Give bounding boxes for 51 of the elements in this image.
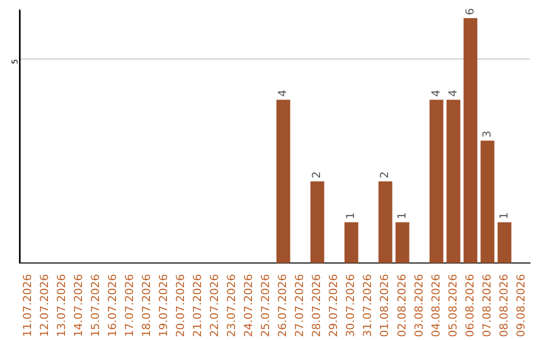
x-tick-label: 24.07.2026: [242, 274, 256, 338]
x-tick-label: 15.07.2026: [89, 274, 102, 338]
x-tick-label: 05.08.2026: [446, 274, 460, 338]
x-tick-label: 27.07.2026: [293, 274, 306, 338]
x-tick-label: 07.08.2026: [480, 274, 494, 338]
data-label: 1: [395, 212, 408, 220]
y-tick-label: 5: [10, 58, 20, 64]
bar: [446, 100, 460, 264]
data-label: 3: [480, 130, 494, 138]
x-tick-label: 18.07.2026: [140, 274, 154, 338]
bar: [430, 100, 444, 264]
x-tick-label: 25.07.2026: [259, 274, 272, 338]
x-tick-label: 06.08.2026: [463, 274, 476, 338]
x-tick-label: 01.08.2026: [378, 274, 392, 338]
x-tick-label: 29.07.2026: [327, 274, 340, 338]
x-tick-label: 14.07.2026: [72, 274, 86, 338]
bar: [480, 140, 494, 264]
x-tick-label: 31.07.2026: [361, 274, 374, 338]
data-label: 4: [276, 90, 290, 97]
x-tick-label: 13.07.2026: [54, 274, 68, 338]
bar: [310, 181, 324, 264]
x-tick-label: 21.07.2026: [191, 274, 204, 338]
data-label: 4: [446, 90, 460, 97]
data-label: 2: [378, 171, 392, 178]
x-tick-label: 08.08.2026: [497, 274, 510, 338]
x-tick-label: 19.07.2026: [157, 274, 170, 338]
bar: [464, 18, 478, 264]
x-tick-label: 28.07.2026: [310, 274, 324, 338]
x-tick-label: 17.07.2026: [123, 274, 136, 338]
x-tick-label: 22.07.2026: [208, 274, 222, 338]
bar: [276, 100, 290, 264]
data-label: 1: [344, 212, 358, 220]
bar: [344, 222, 358, 264]
x-tick-label: 30.07.2026: [344, 274, 358, 338]
data-label: 4: [429, 90, 442, 97]
bar: [498, 222, 512, 264]
x-tick-label: 02.08.2026: [395, 274, 408, 338]
x-tick-label: 12.07.2026: [38, 274, 51, 338]
bar: [396, 222, 410, 264]
data-label: 6: [463, 8, 476, 16]
bar: [378, 181, 392, 264]
data-label: 2: [310, 171, 324, 178]
x-tick-label: 09.08.2026: [514, 274, 528, 338]
x-tick-label: 11.07.2026: [20, 274, 34, 338]
data-label: 1: [497, 212, 510, 220]
x-tick-label: 03.08.2026: [412, 274, 426, 338]
x-tick-label: 04.08.2026: [429, 274, 442, 338]
x-tick-label: 20.07.2026: [174, 274, 188, 338]
x-tick-label: 26.07.2026: [276, 274, 290, 338]
x-tick-label: 23.07.2026: [225, 274, 238, 338]
x-tick-label: 16.07.2026: [106, 274, 120, 338]
